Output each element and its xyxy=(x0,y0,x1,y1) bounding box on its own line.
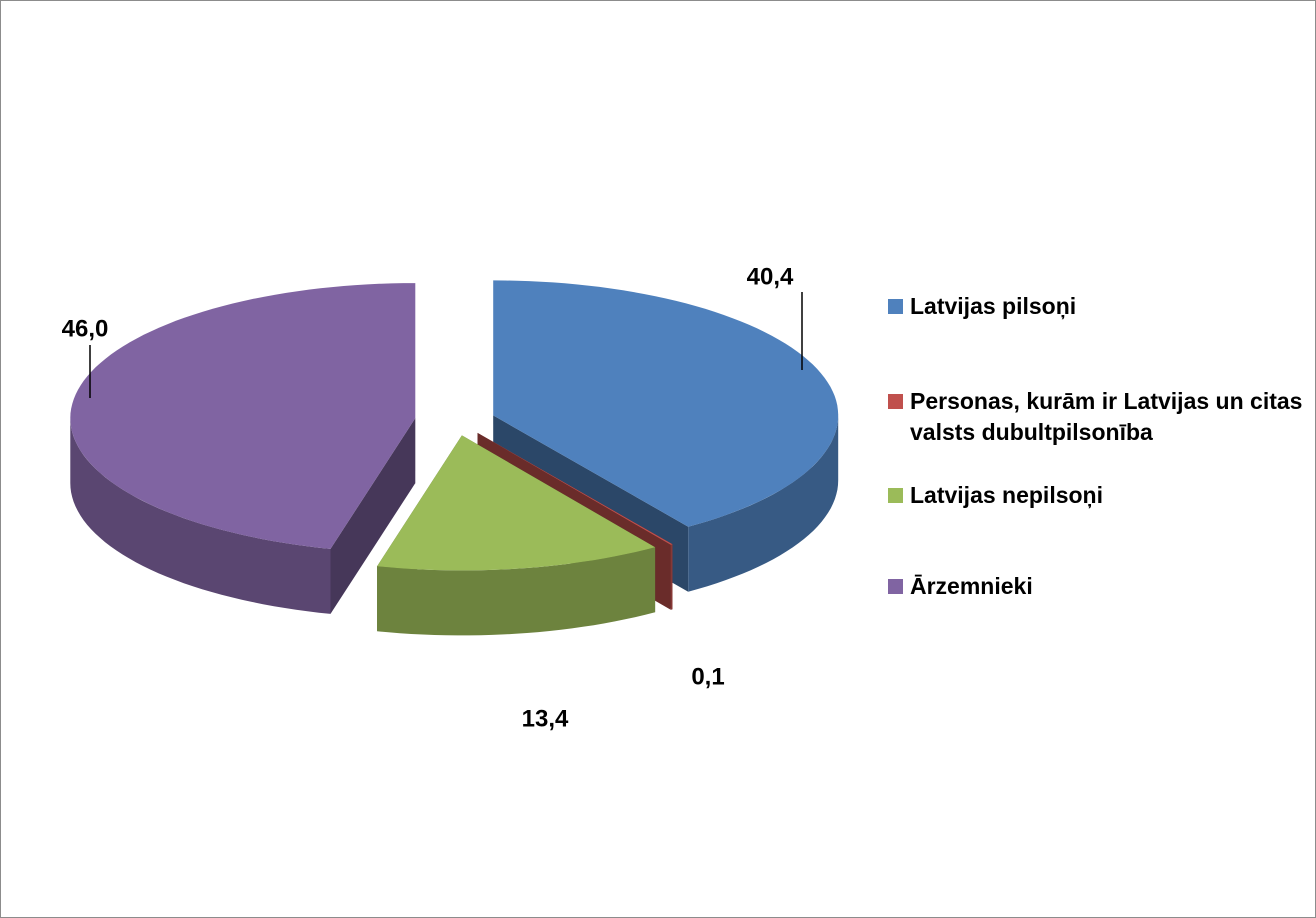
slice xyxy=(70,283,416,549)
legend-swatch xyxy=(888,394,903,409)
data-label: 13,4 xyxy=(522,705,569,732)
legend-label: Latvijas pilsoņi xyxy=(910,293,1077,319)
slice xyxy=(377,435,656,571)
slice xyxy=(493,280,839,527)
legend-label: Latvijas nepilsoņi xyxy=(910,482,1103,508)
slice-wall xyxy=(377,547,656,636)
legend-item: Personas, kurām ir Latvijas un citas val… xyxy=(888,386,1308,448)
legend-label: Personas, kurām ir Latvijas un citas val… xyxy=(910,388,1303,445)
data-label: 46,0 xyxy=(62,315,109,342)
slice-wall xyxy=(70,418,331,614)
slice-wall xyxy=(670,544,673,610)
legend-item: Latvijas nepilsoņi xyxy=(888,480,1308,511)
slice-wall xyxy=(688,415,839,592)
slice xyxy=(477,432,673,545)
legend-swatch xyxy=(888,299,903,314)
legend-swatch xyxy=(888,488,903,503)
data-label: 40,4 xyxy=(747,263,794,290)
legend-swatch xyxy=(888,579,903,594)
legend-label: Ārzemnieki xyxy=(910,573,1033,599)
legend-item: Ārzemnieki xyxy=(888,571,1308,602)
slice-side xyxy=(330,418,416,614)
data-label: 0,1 xyxy=(691,663,724,690)
legend-item: Latvijas pilsoņi xyxy=(888,291,1308,322)
